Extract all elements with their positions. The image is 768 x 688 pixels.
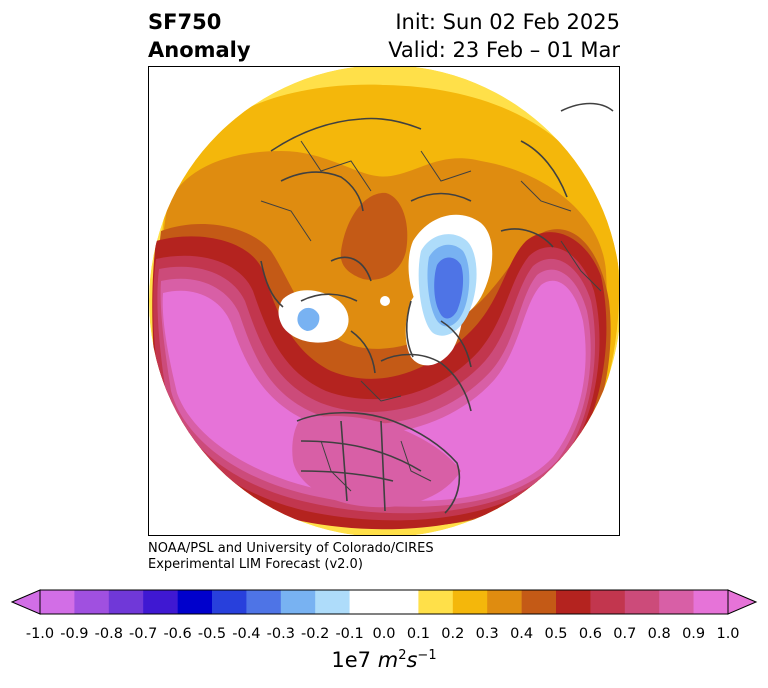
- colorbar-segment: [280, 590, 316, 614]
- colorbar-segment: [108, 590, 144, 614]
- colorbar-tick-label: 0.7: [613, 626, 637, 642]
- colorbar-segment: [590, 590, 626, 614]
- colorbar-tick-label: 0.0: [372, 626, 396, 642]
- colorbar-tick-label: -0.9: [60, 626, 89, 642]
- colorbar-tick-label: 0.8: [647, 626, 671, 642]
- credit-line-2: Experimental LIM Forecast (v2.0): [148, 557, 363, 572]
- colorbar-tick-label: -0.3: [266, 626, 295, 642]
- colorbar: [10, 589, 758, 615]
- north-america-pink-core: [292, 415, 461, 508]
- colorbar-segment: [177, 590, 213, 614]
- colorbar-segment: [212, 590, 247, 614]
- colorbar-tick-label: 0.4: [510, 626, 534, 642]
- colorbar-tick-label: -0.1: [335, 626, 364, 642]
- colorbar-tick-label: 1.0: [716, 626, 740, 642]
- unit-exp-2: −1: [417, 648, 437, 663]
- colorbar-tick-label: 0.1: [406, 626, 430, 642]
- colorbar-extend-max: [727, 589, 758, 615]
- colorbar-segment: [40, 590, 75, 614]
- init-date: Init: Sun 02 Feb 2025: [395, 10, 620, 34]
- unit-prefix: 1e7: [331, 648, 378, 672]
- colorbar-segment: [74, 590, 110, 614]
- colorbar-segment: [246, 590, 282, 614]
- colorbar-segment: [487, 590, 522, 614]
- unit-m: m: [377, 648, 399, 672]
- colorbar-tick-label: -0.2: [301, 626, 330, 642]
- country-borders: [260, 140, 602, 492]
- colorbar-segment: [452, 590, 488, 614]
- valid-range: Valid: 23 Feb – 01 Mar: [388, 38, 620, 62]
- map-title: SF750 Anomaly: [148, 8, 251, 64]
- north-brown-blob: [340, 192, 408, 280]
- map-canvas: [149, 67, 619, 535]
- credit-line-1: NOAA/PSL and University of Colorado/CIRE…: [148, 541, 434, 556]
- colorbar-extend-min: [10, 589, 41, 615]
- variable-label: SF750: [148, 10, 222, 34]
- colorbar-tick-label: -0.5: [197, 626, 227, 642]
- colorbar-tick-label: -0.6: [163, 626, 192, 642]
- colorbar-segments: [39, 589, 729, 615]
- colorbar-segment: [693, 590, 729, 614]
- colorbar-tick-label: 0.6: [578, 626, 602, 642]
- colorbar-segment: [521, 590, 557, 614]
- unit-s: s: [406, 648, 418, 672]
- colorbar-tick-label: -0.8: [94, 626, 123, 642]
- credit-text: NOAA/PSL and University of Colorado/CIRE…: [148, 541, 434, 573]
- colorbar-tick-label: -1.0: [25, 626, 55, 642]
- colorbar-segment: [349, 590, 385, 614]
- near-zero-spot: [380, 296, 390, 306]
- colorbar-unit-label: 1e7 m2s−1: [331, 648, 436, 672]
- positive-anomaly-violet-pink: [162, 280, 586, 501]
- colorbar-tick-label: 0.5: [544, 626, 568, 642]
- colorbar-segment: [556, 590, 591, 614]
- colorbar-segment: [315, 590, 350, 614]
- coastlines: [260, 102, 614, 514]
- colorbar-segment: [624, 590, 660, 614]
- colorbar-tick-label: 0.3: [475, 626, 499, 642]
- colorbar-tick-label: 0.9: [682, 626, 706, 642]
- colorbar-tick-label: 0.2: [441, 626, 465, 642]
- colorbar-tick-label: -0.4: [232, 626, 261, 642]
- negative-anomaly-small: [297, 307, 320, 331]
- colorbar-segment: [659, 590, 694, 614]
- anomaly-label: Anomaly: [148, 38, 251, 62]
- colorbar-segment: [418, 590, 454, 614]
- polar-map: [148, 66, 620, 536]
- negative-anomaly-strong: [434, 257, 464, 319]
- unit-exp-1: 2: [398, 648, 407, 663]
- colorbar-tick-label: -0.7: [129, 626, 158, 642]
- colorbar-segment: [143, 590, 178, 614]
- date-header: Init: Sun 02 Feb 2025 Valid: 23 Feb – 01…: [388, 8, 620, 64]
- colorbar-segment: [384, 590, 419, 614]
